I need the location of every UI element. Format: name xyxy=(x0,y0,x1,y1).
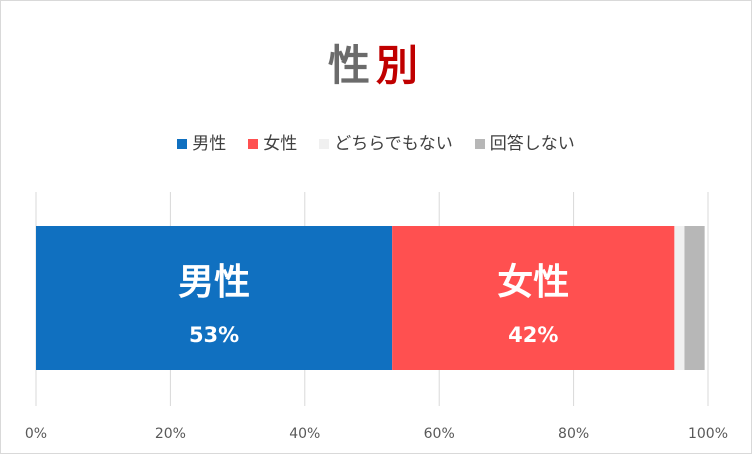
legend-item-neither: どちらでもない xyxy=(319,132,453,156)
bar-segment xyxy=(36,226,393,370)
chart-title-part-2: 別 xyxy=(376,41,425,90)
legend-swatch-neither xyxy=(319,139,330,149)
legend-item-male: 男性 xyxy=(177,132,226,156)
bar-value-label: 42% xyxy=(508,323,558,347)
legend-label-female: 女性 xyxy=(263,134,298,154)
bar-category-label: 女性 xyxy=(497,262,569,303)
x-tick-label: 40% xyxy=(289,426,320,442)
x-tick-label: 20% xyxy=(155,426,186,442)
legend-item-female: 女性 xyxy=(248,132,297,156)
x-tick-label: 100% xyxy=(688,426,728,442)
bar-value-label: 53% xyxy=(189,323,239,347)
chart-title: 性別 xyxy=(0,36,752,96)
bar-labels: 男性 53% 女性 42% xyxy=(178,262,569,347)
bar-segment xyxy=(684,226,705,370)
bar-segment xyxy=(392,226,675,370)
bar-segments xyxy=(36,226,705,370)
legend-swatch-no-answer xyxy=(474,139,485,149)
bar-segment xyxy=(674,226,685,370)
legend-item-no-answer: 回答しない xyxy=(474,132,575,156)
x-tick-label: 60% xyxy=(424,426,455,442)
x-tick-label: 0% xyxy=(25,426,47,442)
legend-swatch-male xyxy=(177,139,188,149)
legend: 男性 女性 どちらでもない 回答しない xyxy=(0,132,752,156)
x-tick-labels: 0% 20% 40% 60% 80% 100% xyxy=(25,426,728,442)
chart-title-part-1: 性 xyxy=(327,41,376,90)
legend-label-no-answer: 回答しない xyxy=(489,134,575,154)
x-tick-label: 80% xyxy=(558,426,589,442)
bar-category-label: 男性 xyxy=(178,262,250,303)
legend-label-neither: どちらでもない xyxy=(334,134,453,154)
legend-swatch-female xyxy=(248,139,259,149)
legend-label-male: 男性 xyxy=(192,134,227,154)
